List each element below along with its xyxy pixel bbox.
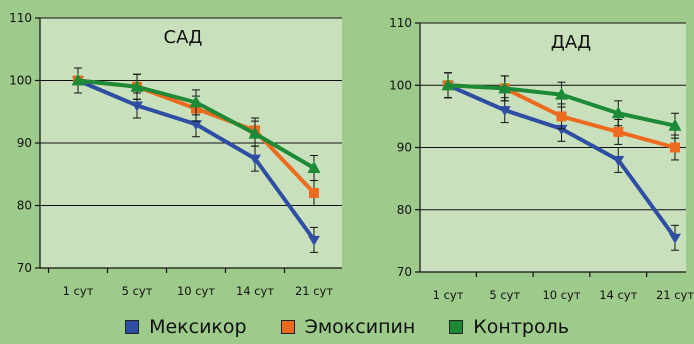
legend: Мексикор Эмоксипин Контроль [0,313,694,341]
y-tick-label: 70 [17,261,32,275]
x-tick-label: 21 сут [656,288,694,302]
legend-item-meksikor: Мексикор [125,316,247,338]
data-point [131,101,143,112]
legend-label-meksikor: Мексикор [149,316,247,338]
y-tick-label: 100 [389,78,412,92]
series-kontrol [441,72,682,139]
legend-label-emoksipin: Эмоксипин [304,316,416,338]
x-tick-label: 14 сут [236,284,274,298]
data-point [307,161,321,173]
chart-dad: 70 80 90 100 110 1 сут 5 сут 10 сут 14 сут 21 сут… [389,16,694,302]
legend-item-kontrol: Контроль [449,316,569,338]
data-point [71,73,85,86]
y-tick-label: 80 [17,199,32,213]
chart-title: САД [164,27,203,48]
chart-title: ДАД [551,32,591,53]
y-tick-label: 80 [397,203,412,217]
x-tick-label: 1 сут [63,284,94,298]
data-point [670,142,680,153]
data-point [309,188,319,198]
x-tick-label: 5 сут [122,284,153,298]
x-tick-label: 21 сут [295,284,333,298]
data-point [555,87,568,100]
data-point [498,81,512,94]
data-point [613,126,624,137]
x-tick-label: 1 сут [433,288,464,302]
y-tick-label: 100 [9,74,32,88]
legend-swatch-emoksipin [280,320,295,334]
data-point [248,126,262,139]
series-kontrol [71,67,321,181]
y-tick-label: 110 [9,11,32,25]
legend-item-emoksipin: Эмоксипин [280,316,416,338]
y-tick-label: 90 [17,136,32,150]
data-point [441,78,455,91]
data-point [669,233,681,244]
y-tick-label: 110 [389,16,412,30]
x-tick-label: 5 сут [489,288,520,302]
legend-swatch-meksikor [125,320,140,334]
data-point [308,235,320,246]
data-point [668,118,682,131]
legend-swatch-kontrol [449,320,464,334]
data-point [611,106,625,119]
legend-label-kontrol: Контроль [473,316,569,338]
y-tick-label: 70 [397,265,412,279]
data-point [498,106,511,117]
x-tick-label: 10 сут [177,284,215,298]
y-tick-label: 90 [397,141,412,155]
data-point [130,79,144,92]
data-point [190,120,202,131]
data-point [556,111,567,122]
data-point [189,95,203,108]
x-tick-label: 14 сут [599,288,637,302]
chart-sad: 70 80 90 100 110 1 сут 5 сут 10 сут 14 сут 21 сут… [9,11,342,298]
data-point [249,154,261,165]
x-tick-label: 10 сут [542,288,580,302]
data-point [612,155,625,166]
data-point [555,124,568,135]
